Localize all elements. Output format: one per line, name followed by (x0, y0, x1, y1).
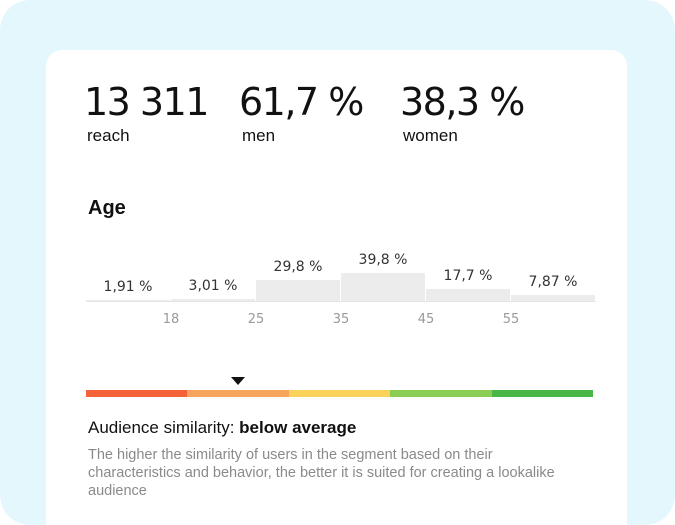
age-bar (426, 289, 510, 301)
age-tick-label: 25 (247, 312, 265, 327)
age-tick-label: 45 (417, 312, 435, 327)
reach-value: 13 311 (84, 80, 209, 124)
audience-card: 13 311 reach 61,7 % men 38,3 % women Age… (46, 50, 627, 525)
men-value: 61,7 % (239, 80, 364, 124)
age-bar (511, 295, 595, 301)
similarity-scale-segment (491, 390, 594, 397)
similarity-scale-segment (187, 390, 289, 397)
similarity-level: below average (239, 418, 357, 437)
stat-women: 38,3 % women (400, 80, 525, 146)
age-bar (171, 299, 255, 301)
similarity-marker-icon (231, 377, 246, 385)
age-bar-label: 17,7 % (443, 268, 493, 284)
age-tick-label: 35 (332, 312, 350, 327)
age-bar-label: 3,01 % (188, 278, 238, 294)
age-bar-label: 29,8 % (273, 259, 323, 275)
similarity-scale-segment (86, 390, 188, 397)
age-chart-baseline (86, 301, 596, 302)
similarity-scale (86, 390, 594, 397)
age-tick-label: 55 (502, 312, 520, 327)
age-bar-label: 7,87 % (528, 274, 578, 290)
age-bar (86, 300, 170, 301)
similarity-prefix: Audience similarity: (88, 418, 240, 437)
age-chart: 1,91 % 3,01 % 29,8 % 39,8 % 17,7 % 7,87 % 18 25… (46, 245, 627, 345)
women-label: women (403, 126, 458, 145)
stat-reach: 13 311 reach (84, 80, 209, 146)
similarity-text: Audience similarity: below average (88, 418, 356, 438)
similarity-scale-segment (288, 390, 391, 397)
men-label: men (242, 126, 276, 145)
age-bar (341, 273, 425, 301)
age-bar-label: 1,91 % (103, 279, 153, 295)
age-tick-label: 18 (162, 312, 180, 327)
age-bar-label: 39,8 % (358, 252, 408, 268)
stat-men: 61,7 % men (239, 80, 364, 146)
age-title: Age (88, 197, 126, 219)
similarity-scale-segment (390, 390, 492, 397)
age-bar (256, 280, 340, 301)
reach-label: reach (87, 126, 130, 145)
women-value: 38,3 % (400, 80, 525, 124)
similarity-description: The higher the similarity of users in th… (88, 447, 555, 499)
